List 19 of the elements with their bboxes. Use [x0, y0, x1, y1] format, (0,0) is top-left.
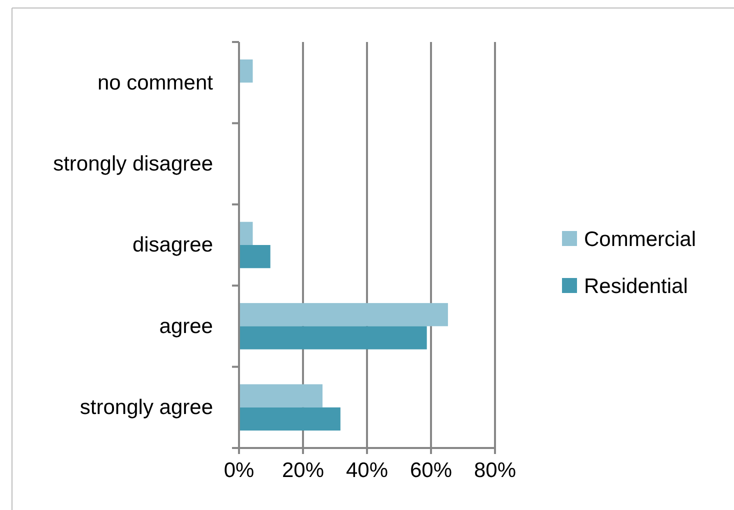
bar: [239, 326, 427, 350]
bar: [239, 384, 323, 408]
bar: [239, 222, 253, 245]
y-tick-label: no comment: [97, 71, 214, 94]
bar: [239, 303, 448, 326]
y-tick-label: disagree: [132, 234, 213, 257]
x-tick-label: 0%: [224, 458, 254, 482]
y-tick-label: agree: [159, 314, 213, 338]
bar: [239, 245, 270, 268]
legend-label: Residential: [584, 275, 688, 298]
legend-label: Commercial: [584, 228, 696, 251]
y-tick-label: strongly disagree: [53, 152, 213, 176]
x-tick-label: 60%: [410, 458, 452, 482]
bar: [239, 407, 340, 431]
bar: [239, 59, 253, 83]
x-tick-label: 20%: [282, 458, 324, 482]
x-tick-label: 40%: [346, 458, 388, 482]
x-tick-label: 80%: [474, 458, 516, 482]
y-tick-label: strongly agree: [80, 396, 213, 420]
